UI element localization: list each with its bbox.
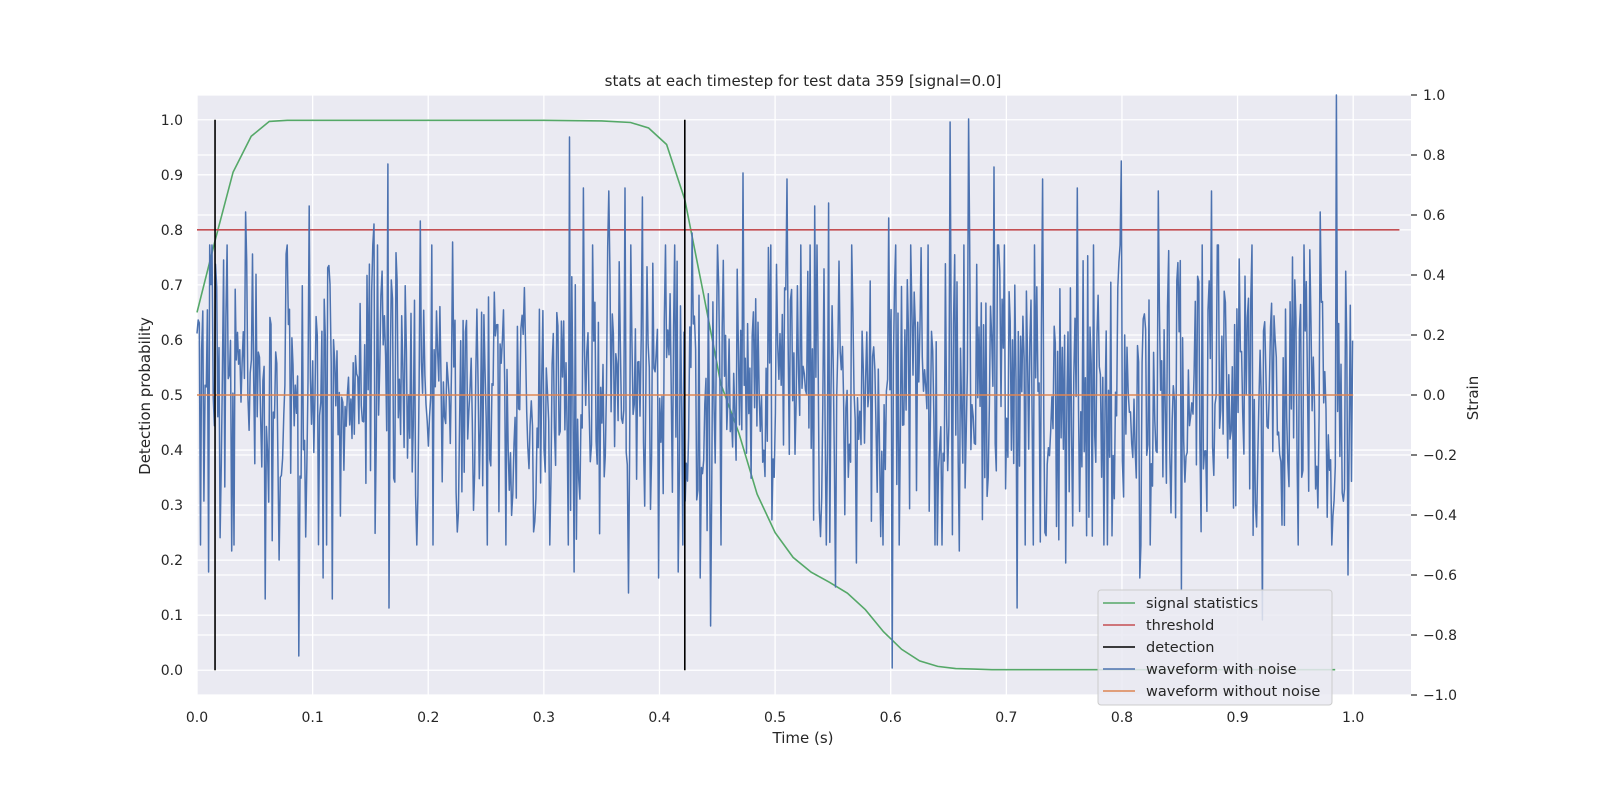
x-tick-label: 1.0 [1342,710,1364,726]
y-left-tick-label: 0.3 [161,498,183,514]
y-left-tick-label: 0.8 [161,223,183,239]
legend-box [1097,589,1333,706]
legend-label-threshold: threshold [1146,618,1214,634]
series-signal-statistics [196,119,1336,671]
legend-label-detection: detection [1146,640,1214,656]
y-left-tick-label: 0.5 [161,388,183,404]
y-left-tick-label: 0.6 [161,333,183,349]
y-right-tick-label: −0.2 [1423,448,1457,464]
series-layer [196,94,1400,671]
y-axis-right-label: Strain [1464,376,1482,420]
series-waveform-with-noise [196,94,1354,669]
y-left-tick-label: 0.1 [161,608,183,624]
y-right-tick-label: 0.2 [1423,328,1445,344]
x-tick-label: 0.4 [648,710,670,726]
y-right-tick-label: −0.8 [1423,628,1457,644]
x-axis-label: Time (s) [772,729,834,747]
legend: signal statistics threshold detection wa… [1097,589,1333,706]
y-left-tick-label: 0.7 [161,278,183,294]
x-tick-label: 0.8 [1111,710,1133,726]
x-tick-label: 0.3 [533,710,555,726]
y-left-tick-label: 0.4 [161,443,183,459]
x-tick-label: 0.0 [186,710,208,726]
y-left-tick-label: 0.9 [161,168,183,184]
y-left-tick-label: 1.0 [161,113,183,129]
x-tick-label: 0.1 [301,710,323,726]
x-tick-label: 0.2 [417,710,439,726]
ticks: 0.0 0.1 0.2 0.3 0.4 0.5 0.6 0.7 0.8 0.9 1.0 0.0 0.1 0… [161,88,1457,726]
y-right-tick-label: 0.6 [1423,208,1445,224]
x-tick-label: 0.9 [1226,710,1248,726]
x-tick-label: 0.7 [995,710,1017,726]
legend-label-waveform-with-noise: waveform with noise [1146,662,1297,678]
y-right-tick-label: −0.6 [1423,568,1457,584]
y-left-tick-label: 0.0 [161,663,183,679]
y-left-tick-label: 0.2 [161,553,183,569]
legend-label-signal-statistics: signal statistics [1146,596,1258,612]
y-right-tick-label: −0.4 [1423,508,1457,524]
y-right-tick-label: 0.4 [1423,268,1445,284]
x-tick-label: 0.6 [880,710,902,726]
y-right-tick-label: 0.0 [1423,388,1445,404]
y-axis-left-label: Detection probability [136,317,154,475]
y-right-tick-label: −1.0 [1423,688,1457,704]
chart-title: stats at each timestep for test data 359… [605,72,1002,90]
legend-label-waveform-without-noise: waveform without noise [1146,684,1320,700]
x-tick-label: 0.5 [764,710,786,726]
y-right-tick-label: 1.0 [1423,88,1445,104]
y-right-tick-label: 0.8 [1423,148,1445,164]
